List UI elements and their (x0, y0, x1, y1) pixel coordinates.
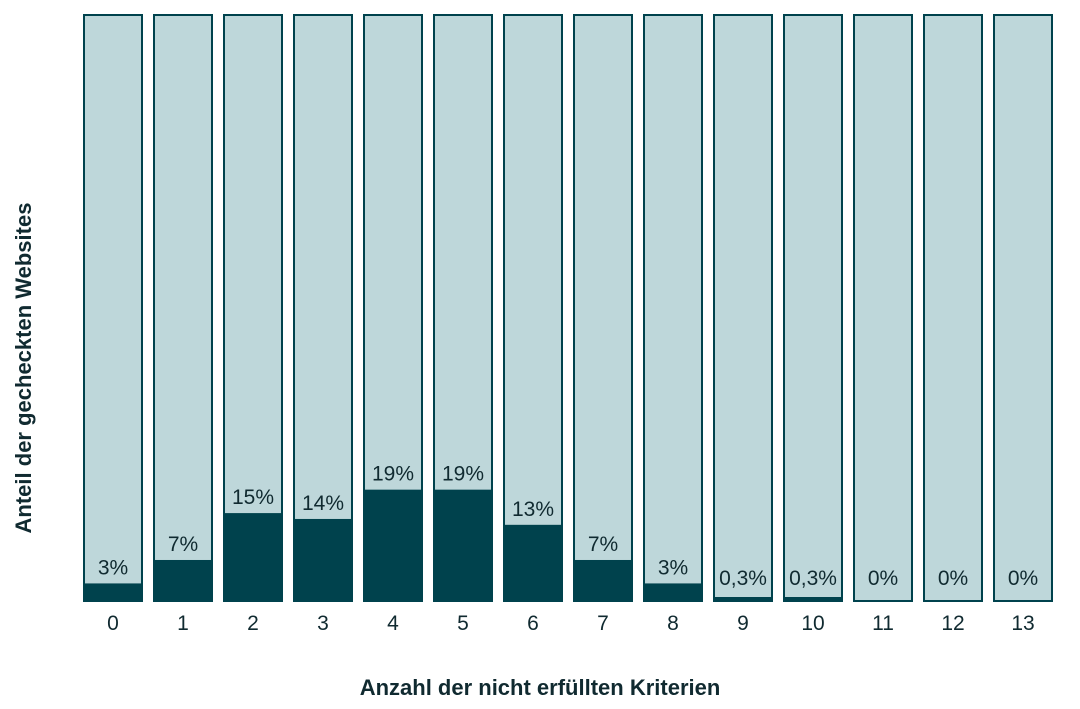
value-label-0: 3% (98, 556, 128, 579)
bar-background-8 (643, 14, 703, 602)
x-tick-label-13: 13 (1011, 612, 1034, 635)
value-label-9: 0,3% (719, 567, 767, 590)
y-axis-title: Anteil der gecheckten Websites (11, 203, 36, 534)
x-tick-label-5: 5 (457, 612, 469, 635)
bars-group (83, 14, 1053, 602)
x-tick-label-6: 6 (527, 612, 539, 635)
value-labels-group: 3% 7% 15% 14% 19% 19% 13% 7% 3% 0,3% 0,3% 0% 0% 0% (98, 463, 1038, 590)
bar-9 (714, 597, 772, 601)
value-label-2: 15% (232, 486, 274, 509)
bar-1 (154, 559, 212, 601)
bar-2 (224, 513, 282, 601)
bar-background-11 (853, 14, 913, 602)
bar-background-1 (153, 14, 213, 602)
value-label-10: 0,3% (789, 567, 837, 590)
bar-8 (644, 583, 702, 601)
value-label-3: 14% (302, 492, 344, 515)
x-tick-label-11: 11 (872, 612, 894, 635)
bar-background-0 (83, 14, 143, 602)
x-tick-label-10: 10 (801, 612, 824, 635)
value-label-6: 13% (512, 498, 554, 521)
x-tick-label-0: 0 (107, 612, 119, 635)
bar-background-10 (783, 14, 843, 602)
bar-6 (504, 524, 562, 601)
bar-7 (574, 559, 632, 601)
bar-background-13 (993, 14, 1053, 602)
bar-3 (294, 518, 352, 601)
bar-background-12 (923, 14, 983, 602)
value-label-5: 19% (442, 463, 484, 486)
x-tick-label-3: 3 (317, 612, 329, 635)
x-axis-title: Anzahl der nicht erfüllten Kriterien (360, 675, 721, 700)
bar-0 (84, 583, 142, 601)
x-tick-label-12: 12 (941, 612, 964, 635)
x-tick-label-1: 1 (177, 612, 189, 635)
value-label-13: 0% (1008, 567, 1038, 590)
value-label-7: 7% (588, 533, 618, 556)
bar-5 (434, 489, 492, 601)
x-tick-label-2: 2 (247, 612, 259, 635)
x-tick-label-8: 8 (667, 612, 679, 635)
value-label-11: 0% (868, 567, 898, 590)
value-label-4: 19% (372, 463, 414, 486)
x-tick-labels-group: 0 1 2 3 4 5 6 7 8 9 10 11 12 13 (107, 612, 1035, 635)
x-tick-label-9: 9 (737, 612, 749, 635)
value-label-1: 7% (168, 533, 198, 556)
value-label-12: 0% (938, 567, 968, 590)
bar-background-7 (573, 14, 633, 602)
x-tick-label-4: 4 (387, 612, 399, 635)
bar-background-2 (223, 14, 283, 602)
bar-4 (364, 489, 422, 601)
value-label-8: 3% (658, 556, 688, 579)
x-tick-label-7: 7 (597, 612, 609, 635)
bar-background-9 (713, 14, 773, 602)
bar-background-3 (293, 14, 353, 602)
bar-10 (784, 597, 842, 601)
